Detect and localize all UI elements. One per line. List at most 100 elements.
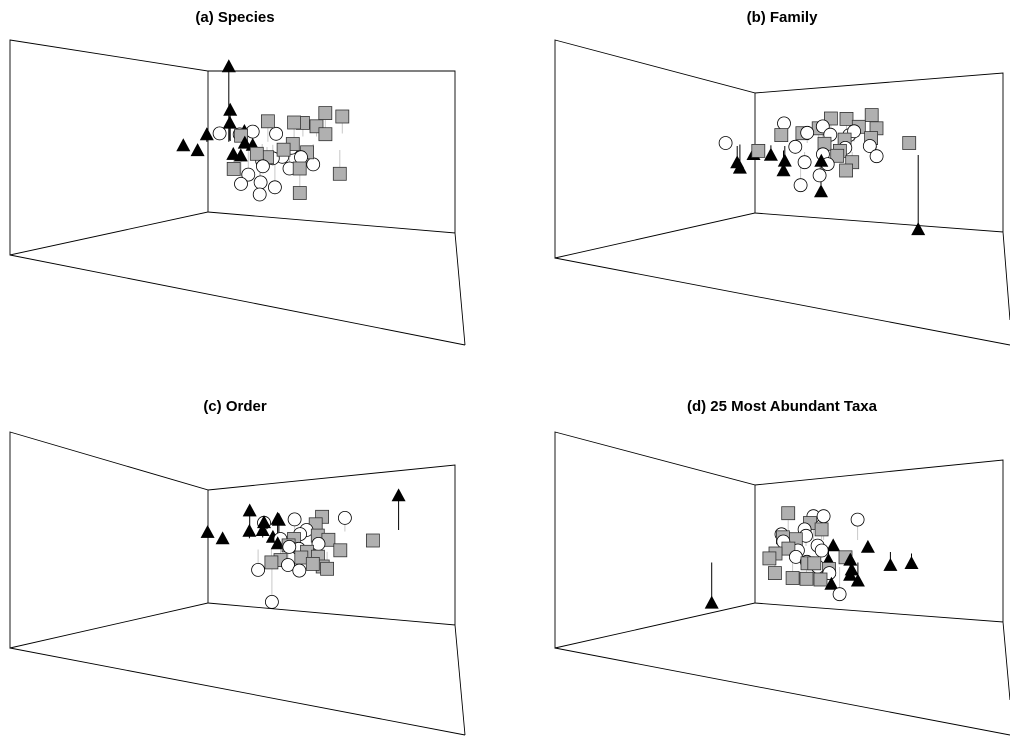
point-square — [335, 109, 350, 124]
point-triangle — [237, 135, 252, 149]
panel-d: (d) 25 Most Abundant Taxa — [554, 398, 1010, 736]
point-square — [332, 166, 347, 181]
point-circle — [311, 537, 326, 551]
panel-a-markers — [176, 59, 350, 202]
point-circle — [287, 512, 302, 527]
panel-b-markers — [718, 108, 926, 236]
point-square — [333, 543, 348, 558]
point-triangle — [911, 222, 926, 236]
point-square — [292, 161, 307, 176]
point-square — [864, 108, 879, 122]
point-circle — [234, 176, 248, 191]
point-square — [830, 148, 845, 163]
point-circle — [306, 157, 321, 172]
point-circle — [850, 512, 865, 527]
point-circle — [253, 175, 268, 190]
point-circle — [812, 168, 827, 183]
point-square — [320, 561, 335, 576]
point-square — [762, 551, 777, 566]
point-triangle — [242, 503, 257, 517]
panel-d-box — [554, 431, 1010, 736]
point-square — [774, 128, 789, 143]
point-triangle — [730, 155, 745, 169]
point-triangle — [850, 573, 865, 587]
point-square — [799, 571, 814, 586]
point-circle — [267, 180, 282, 195]
point-square — [226, 161, 241, 176]
point-circle — [814, 543, 829, 558]
point-square — [768, 566, 782, 580]
point-triangle — [215, 531, 230, 545]
point-triangle — [904, 556, 919, 570]
panel-c-box — [9, 431, 466, 736]
point-circle — [832, 587, 847, 602]
point-square — [318, 127, 333, 142]
point-triangle — [242, 523, 257, 537]
point-circle — [264, 595, 279, 609]
point-triangle — [860, 539, 875, 553]
point-circle — [269, 126, 284, 141]
point-square — [839, 163, 853, 178]
point-triangle — [270, 511, 285, 525]
point-square — [249, 146, 264, 161]
point-square — [318, 106, 333, 120]
point-triangle — [763, 147, 778, 161]
point-circle — [252, 187, 267, 202]
panel-c-markers — [200, 488, 406, 609]
point-square — [264, 555, 279, 570]
point-triangle — [255, 523, 270, 537]
point-circle — [862, 139, 877, 153]
point-circle — [797, 155, 812, 170]
panel-b-title: (b) Family — [747, 9, 818, 26]
panel-a-title: (a) Species — [195, 9, 274, 26]
point-circle — [869, 149, 884, 164]
panel-a: (a) Species — [9, 9, 466, 346]
point-circle — [718, 136, 733, 150]
panel-b: (b) Family — [554, 9, 1010, 346]
point-triangle — [200, 524, 215, 538]
point-circle — [788, 139, 803, 154]
point-triangle — [270, 536, 285, 550]
point-square — [807, 556, 822, 571]
point-circle — [282, 540, 297, 554]
point-triangle — [391, 488, 406, 502]
point-triangle — [176, 138, 191, 152]
point-circle — [245, 124, 260, 139]
point-square — [260, 114, 275, 129]
point-square — [294, 550, 309, 565]
point-triangle — [824, 576, 839, 590]
point-square — [814, 522, 829, 537]
panel-d-title: (d) 25 Most Abundant Taxa — [687, 398, 878, 415]
point-square — [365, 533, 380, 548]
point-triangle — [826, 538, 841, 552]
point-triangle — [704, 595, 719, 609]
panel-d-markers — [704, 506, 919, 609]
point-square — [287, 115, 302, 130]
point-triangle — [223, 102, 238, 116]
point-circle — [793, 178, 808, 193]
point-circle — [292, 563, 307, 578]
point-square — [751, 143, 766, 158]
point-square — [785, 571, 800, 585]
panel-a-box — [9, 39, 466, 346]
point-circle — [255, 159, 270, 174]
point-circle — [212, 126, 227, 141]
point-square — [813, 572, 828, 587]
point-triangle — [190, 143, 205, 157]
point-triangle — [814, 153, 829, 167]
point-circle — [777, 116, 791, 131]
point-triangle — [777, 153, 792, 167]
point-triangle — [883, 557, 898, 571]
point-square — [276, 142, 291, 157]
point-square — [292, 186, 307, 200]
point-circle — [816, 509, 831, 524]
point-triangle — [199, 127, 214, 141]
point-square — [781, 506, 796, 521]
point-triangle — [843, 567, 858, 581]
point-triangle — [813, 184, 829, 198]
point-square — [839, 112, 854, 126]
point-triangle — [233, 148, 248, 162]
point-square — [305, 557, 320, 571]
point-triangle — [222, 115, 237, 129]
